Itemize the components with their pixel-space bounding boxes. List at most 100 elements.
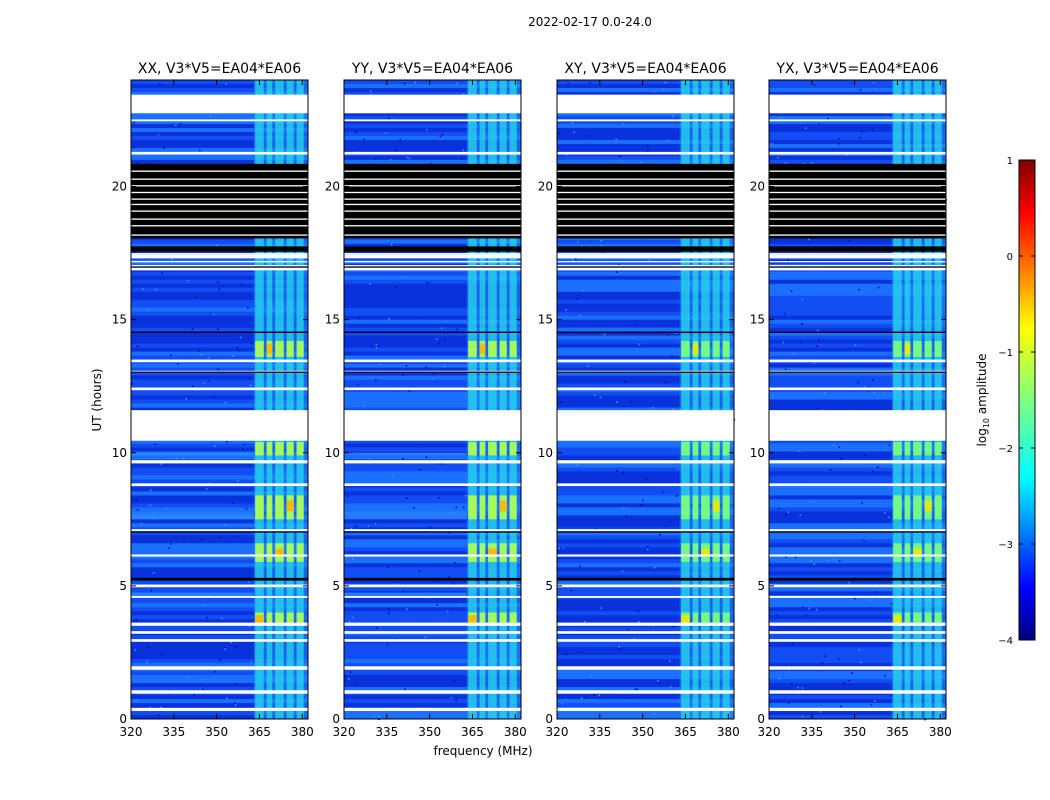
noise-row <box>769 675 946 680</box>
noise-speckle <box>802 162 805 165</box>
noise-row <box>769 655 946 660</box>
noise-speckle <box>455 82 458 84</box>
noise-row <box>557 327 734 333</box>
noise-speckle <box>863 454 866 457</box>
y-tick-label: 20 <box>538 180 553 194</box>
noise-row <box>769 555 946 560</box>
noise-speckle <box>858 649 860 651</box>
noise-row <box>769 311 946 317</box>
noise-speckle <box>788 671 790 673</box>
noise-speckle <box>155 288 157 291</box>
rfi-hot <box>924 340 932 357</box>
noise-speckle <box>224 401 227 404</box>
noise-speckle <box>207 357 210 359</box>
noise-row <box>769 475 946 480</box>
rfi-hot <box>913 442 922 456</box>
y-tick-label: 0 <box>757 712 765 726</box>
noise-row <box>131 499 308 504</box>
noise-row <box>131 383 308 389</box>
noise-row <box>344 363 521 369</box>
noise-speckle <box>176 363 179 365</box>
noise-row <box>769 131 946 137</box>
noise-speckle <box>251 342 253 345</box>
noise-speckle <box>833 558 836 561</box>
flagged-white <box>131 622 308 626</box>
noise-row <box>131 519 308 524</box>
rfi-hot <box>479 612 486 626</box>
noise-row <box>344 551 521 556</box>
noise-row <box>557 643 734 648</box>
rfi-hot <box>913 495 922 520</box>
noise-speckle <box>582 289 584 292</box>
noise-row <box>131 271 308 277</box>
noise-speckle <box>570 589 573 592</box>
flagged-black <box>557 246 734 252</box>
rfi-peak <box>692 343 699 355</box>
noise-row <box>769 627 946 632</box>
noise-row <box>557 619 734 624</box>
noise-speckle <box>666 139 669 142</box>
noise-speckle <box>657 680 659 682</box>
noise-row <box>769 515 946 520</box>
flagged-white <box>769 639 946 642</box>
noise-speckle <box>239 336 242 339</box>
noise-row <box>344 299 521 305</box>
noise-row <box>344 531 521 536</box>
noise-speckle <box>579 314 582 316</box>
noise-speckle <box>587 365 589 367</box>
y-axis-label: UT (hours) <box>90 368 104 431</box>
noise-row <box>344 663 521 668</box>
flagged-stripe <box>344 218 521 220</box>
noise-row <box>344 403 521 408</box>
rfi-hot <box>681 495 690 520</box>
noise-row <box>769 303 946 309</box>
noise-speckle <box>191 328 194 330</box>
noise-speckle <box>250 384 252 387</box>
noise-row <box>131 683 308 688</box>
noise-row <box>344 467 521 472</box>
noise-speckle <box>874 700 876 702</box>
flagged-white <box>557 622 734 626</box>
flagged-stripe <box>344 178 521 180</box>
noise-row <box>769 615 946 620</box>
noise-row <box>557 599 734 604</box>
flagged-white <box>557 151 734 155</box>
rfi-hot <box>722 340 730 357</box>
rfi-hot <box>286 340 294 357</box>
noise-row <box>131 555 308 560</box>
noise-speckle <box>452 583 455 585</box>
noise-speckle <box>676 495 678 497</box>
y-tick-label: 5 <box>119 579 127 593</box>
noise-row <box>344 695 521 700</box>
noise-speckle <box>863 540 865 543</box>
flagged-white <box>131 666 308 670</box>
flagged-white <box>131 410 308 441</box>
x-tick-label: 350 <box>205 725 228 739</box>
noise-speckle <box>874 591 877 593</box>
flagged-stripe <box>557 210 734 212</box>
noise-speckle <box>147 309 149 311</box>
noise-row <box>769 443 946 448</box>
flagged-white <box>769 666 946 670</box>
rfi-column <box>701 80 710 719</box>
noise-speckle <box>562 547 565 549</box>
noise-speckle <box>226 697 228 700</box>
noise-speckle <box>373 715 376 718</box>
flagged-stripe <box>769 261 946 263</box>
rfi-hot <box>509 340 517 357</box>
noise-speckle <box>205 488 208 490</box>
noise-speckle <box>818 123 820 125</box>
noise-row <box>131 155 308 161</box>
panel-frame <box>768 79 947 720</box>
noise-row <box>131 507 308 512</box>
noise-row <box>344 323 521 329</box>
noise-speckle <box>408 157 411 160</box>
noise-speckle <box>230 641 233 644</box>
rfi-hot <box>488 612 497 626</box>
noise-speckle <box>785 556 787 558</box>
noise-row <box>769 571 946 576</box>
noise-row <box>131 567 308 572</box>
noise-speckle <box>246 306 249 309</box>
noise-speckle <box>884 511 886 514</box>
noise-row <box>344 347 521 353</box>
